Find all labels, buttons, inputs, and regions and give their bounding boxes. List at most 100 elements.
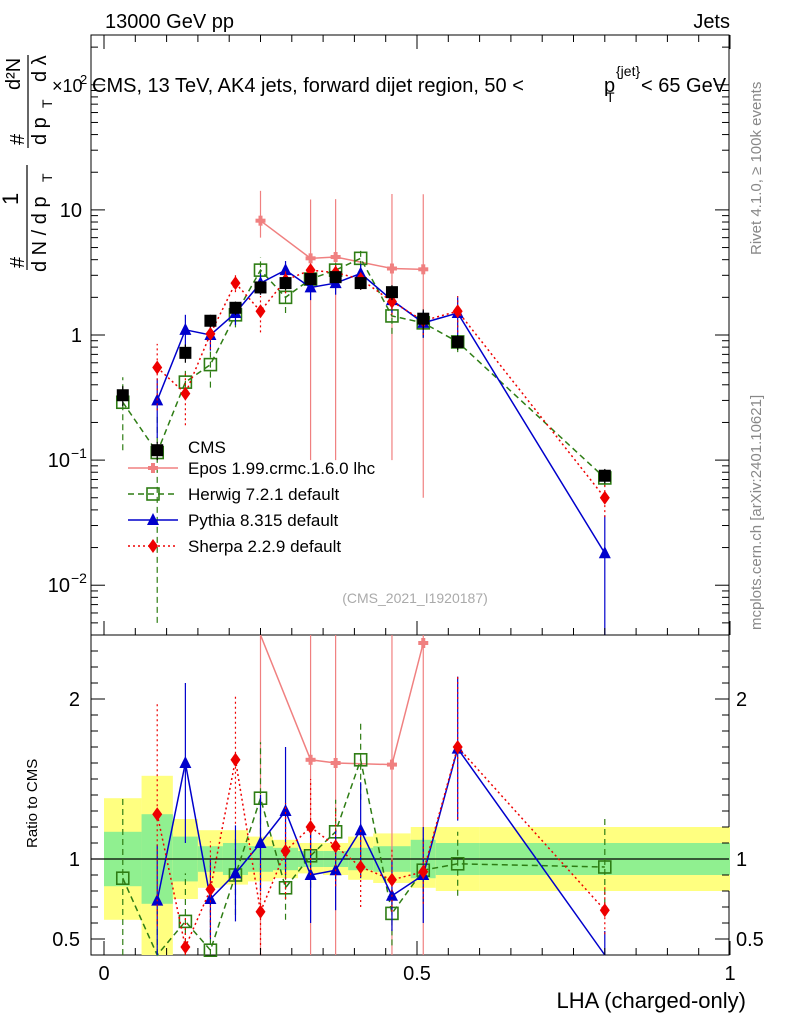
mcplots-url-label: mcplots.cern.ch [arXiv:2401.10621]: [748, 395, 765, 630]
title-multiplier-exp: 2: [80, 72, 87, 87]
cms-data-point: [329, 271, 342, 284]
epos-point-v: [333, 252, 338, 263]
legend-pythia-label: Pythia 8.315 default: [188, 511, 339, 530]
pythia-ratio-point: [279, 804, 292, 816]
epos-ratio-point-v: [421, 638, 426, 648]
herwig-point: [278, 290, 293, 305]
ratio-tick-label-left: 2: [69, 689, 80, 711]
x-tick-label: 0.5: [403, 963, 431, 985]
legend-pythia-marker: [147, 513, 159, 525]
epos-ratio-point: [386, 759, 397, 770]
y-label-one: 1: [0, 193, 23, 205]
main-plot-marks: [115, 190, 612, 635]
ratio-tick-label-left: 1: [69, 849, 80, 871]
sherpa-point: [180, 386, 191, 401]
y-label-dlambda: d λ: [29, 55, 51, 82]
cms-data-point: [451, 335, 464, 348]
epos-ratio-line: [259, 634, 424, 766]
cms-data-point: [151, 444, 164, 457]
y-tick-label-exp: −1: [71, 445, 87, 461]
cms-data-point: [116, 389, 129, 402]
herwig-ratio-point: [115, 871, 130, 886]
cms-data-point: [417, 312, 430, 325]
y-tick-label-exp: −2: [71, 570, 87, 586]
header-energy-label: 13000 GeV pp: [105, 11, 234, 33]
epos-point: [330, 252, 341, 263]
sherpa-ratio-point: [230, 752, 241, 767]
sherpa-ratio-point: [599, 903, 610, 918]
title-sub: T: [606, 89, 615, 105]
cms-data-point: [204, 314, 217, 327]
y-label-d2n: d²N: [3, 58, 25, 90]
ratio-tick-label-left: 0.5: [52, 929, 80, 951]
epos-line: [260, 220, 424, 271]
title-p: p: [604, 75, 615, 97]
ratio-axis-label: Ratio to CMS: [24, 759, 41, 848]
y-label-hash-2: #: [7, 133, 29, 145]
sherpa-point: [152, 360, 163, 375]
epos-point: [386, 263, 397, 274]
y-axis-label: # 1 d N / d p T # d²N d p T d λ: [0, 55, 55, 272]
title-prefix: CMS, 13 TeV, AK4 jets, forward dijet reg…: [92, 75, 524, 97]
y-label-dp: d p: [29, 117, 51, 145]
epos-ratio-point-v: [333, 758, 338, 768]
sherpa-ratio-point: [418, 864, 429, 879]
epos-point-v: [389, 263, 394, 274]
cms-data-point: [385, 286, 398, 299]
sherpa-ratio-point: [452, 740, 463, 754]
sherpa-ratio-point: [280, 844, 291, 858]
legend-herwig-marker: [146, 487, 160, 501]
title-suffix: < 65 GeV: [641, 75, 727, 97]
pythia-ratio-point: [204, 892, 217, 904]
pythia-point: [598, 546, 611, 559]
cms-data-point: [354, 277, 367, 290]
sherpa-ratio-point: [305, 820, 316, 834]
sherpa-point: [205, 326, 216, 341]
plot-title: ×10 2 CMS, 13 TeV, AK4 jets, forward dij…: [52, 63, 727, 105]
sherpa-ratio-point: [355, 860, 366, 874]
y-label-hash-1: #: [7, 256, 29, 268]
epos-ratio-point-v: [308, 754, 313, 765]
epos-ratio-point: [305, 754, 316, 765]
ratio-tick-label-right: 0.5: [736, 929, 764, 951]
y-label-denominator: d N / d p: [29, 196, 51, 272]
legend-sherpa-marker: [148, 539, 158, 553]
y-tick-label: 1: [71, 325, 82, 347]
y-label-dp-sub: T: [39, 99, 55, 108]
cms-data-point: [598, 469, 611, 482]
sherpa-ratio-point: [330, 839, 341, 854]
cms-data-point: [279, 277, 292, 290]
title-multiplier: ×10: [52, 76, 83, 96]
epos-point: [255, 215, 266, 226]
pythia-ratio-point: [354, 823, 367, 836]
epos-ratio-point-v: [389, 759, 394, 770]
pythia-point: [179, 322, 192, 335]
legend-epos-label: Epos 1.99.crmc.1.6.0 lhc: [188, 459, 376, 478]
sherpa-ratio-point: [386, 872, 397, 887]
herwig-ratio-line: [122, 756, 605, 957]
epos-point: [418, 264, 429, 275]
header-jets-label: Jets: [693, 11, 730, 33]
cms-data-point: [254, 281, 267, 294]
y-tick-label-base: 10: [48, 575, 70, 597]
ratio-tick-label-right: 2: [736, 689, 747, 711]
cms-data-point: [304, 273, 317, 286]
legend-title: CMS: [188, 438, 226, 457]
cms-data-point: [229, 301, 242, 314]
epos-ratio-point: [418, 638, 429, 648]
herwig-point: [203, 357, 218, 372]
legend-herwig-label: Herwig 7.2.1 default: [188, 485, 339, 504]
cms-data-point: [179, 346, 192, 359]
legend-epos-marker-v: [151, 463, 155, 473]
main-plot-frame: [90, 34, 730, 636]
y-label-denominator-sub: T: [39, 173, 55, 182]
title-sup: {jet}: [616, 63, 640, 79]
sherpa-point: [255, 304, 266, 319]
sherpa-ratio-point: [180, 940, 191, 954]
x-tick-label: 1: [724, 963, 735, 985]
pythia-point: [279, 263, 292, 276]
ratio-plot-frame: [90, 634, 730, 956]
pythia-ratio-point: [229, 866, 242, 879]
